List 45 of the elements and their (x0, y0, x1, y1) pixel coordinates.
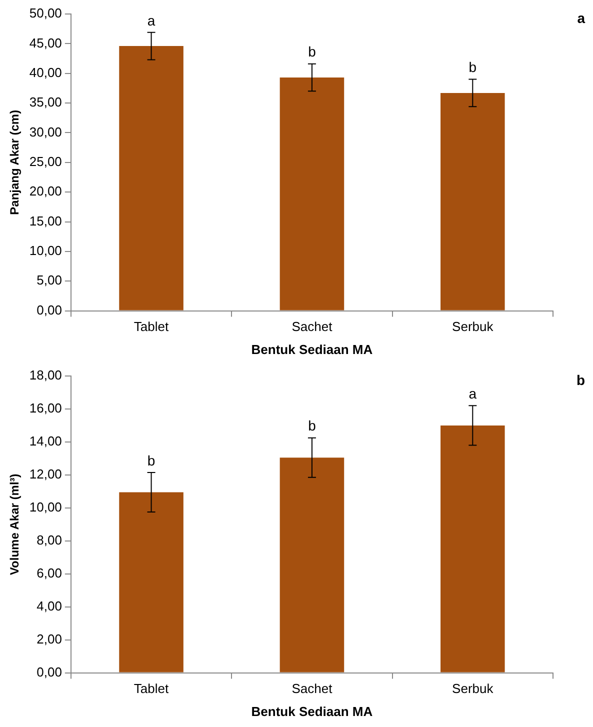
x-axis-title: Bentuk Sediaan MA (251, 704, 374, 719)
x-tick-label: Sachet (292, 319, 333, 334)
annotation: b (468, 59, 477, 76)
annotation: b (308, 418, 316, 434)
text: a (577, 10, 586, 26)
y-axis-title: Panjang Akar (cm) (8, 110, 22, 215)
y-tick-label: 20,00 (29, 184, 62, 199)
y-tick-label: 18,00 (29, 368, 62, 383)
y-tick-label: 0,00 (36, 302, 62, 318)
y-tick-label: 35,00 (29, 94, 62, 110)
y-tick-label: 45,00 (29, 35, 62, 50)
y-tick-label: 10,00 (29, 499, 62, 514)
y-tick-label: 5,00 (36, 272, 62, 288)
x-tick-label: Serbuk (452, 319, 494, 334)
x-axis-title: Bentuk Sediaan MA (251, 342, 374, 357)
bar (119, 492, 184, 672)
bar (440, 92, 505, 310)
x-tick-label: Serbuk (452, 681, 494, 696)
y-tick-label: 50,00 (29, 6, 62, 21)
y-tick-label: 14,00 (29, 434, 62, 449)
x-tick-label: Sachet (292, 681, 333, 696)
y-tick-label: 4,00 (36, 598, 62, 614)
x-tick-label: Tablet (134, 319, 170, 334)
annotation: a (468, 386, 477, 402)
y-tick-label: 10,00 (29, 243, 62, 258)
y-tick-label: 0,00 (36, 664, 62, 680)
y-tick-label: 2,00 (36, 631, 62, 646)
bar (280, 78, 344, 310)
bar (280, 458, 344, 672)
text: b (576, 372, 585, 388)
y-axis-title: Volume Akar (ml³) (8, 474, 22, 576)
y-tick-label: 12,00 (29, 466, 62, 482)
y-tick-label: 16,00 (29, 400, 62, 416)
x-tick-label: Tablet (134, 681, 170, 696)
annotation: b (308, 44, 316, 60)
y-tick-label: 30,00 (29, 124, 62, 140)
y-tick-label: 6,00 (36, 565, 62, 580)
bar (119, 46, 184, 310)
y-tick-label: 40,00 (29, 64, 62, 80)
annotation: b (147, 452, 156, 468)
bar (440, 425, 505, 672)
annotation: a (147, 12, 156, 28)
y-tick-label: 8,00 (36, 532, 62, 548)
y-tick-label: 15,00 (29, 213, 62, 228)
y-tick-label: 25,00 (29, 154, 62, 169)
